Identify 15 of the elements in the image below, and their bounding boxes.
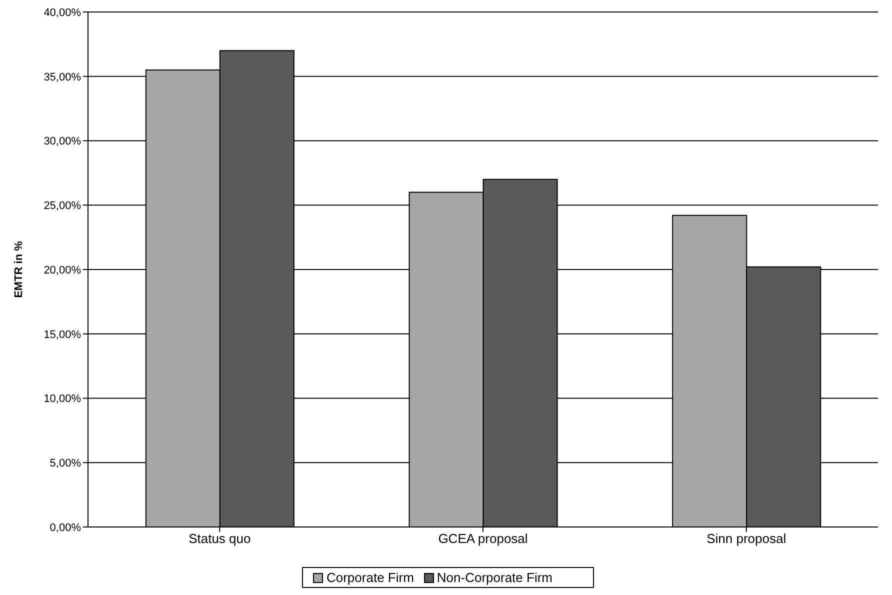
y-tick-label: 10,00% bbox=[44, 393, 82, 406]
y-tick-label: 35,00% bbox=[44, 71, 82, 84]
y-tick-label: 20,00% bbox=[44, 264, 82, 276]
y-tick-label: 0,00% bbox=[50, 522, 82, 534]
legend-label: Non-Corporate Firm bbox=[436, 570, 552, 585]
y-tick-label: 25,00% bbox=[44, 200, 82, 212]
y-tick-label: 30,00% bbox=[44, 136, 82, 148]
y-tick-label: 40,00% bbox=[44, 6, 82, 19]
y-tick-label: 5,00% bbox=[50, 458, 82, 470]
x-tick-label: Status quo bbox=[188, 531, 251, 546]
y-tick-label: 15,00% bbox=[44, 328, 82, 341]
x-tick-label: GCEA proposal bbox=[438, 531, 528, 546]
x-tick-label: Sinn proposal bbox=[706, 531, 786, 546]
legend-label: Corporate Firm bbox=[325, 570, 414, 585]
y-axis-title: EMTR in % bbox=[12, 240, 25, 298]
